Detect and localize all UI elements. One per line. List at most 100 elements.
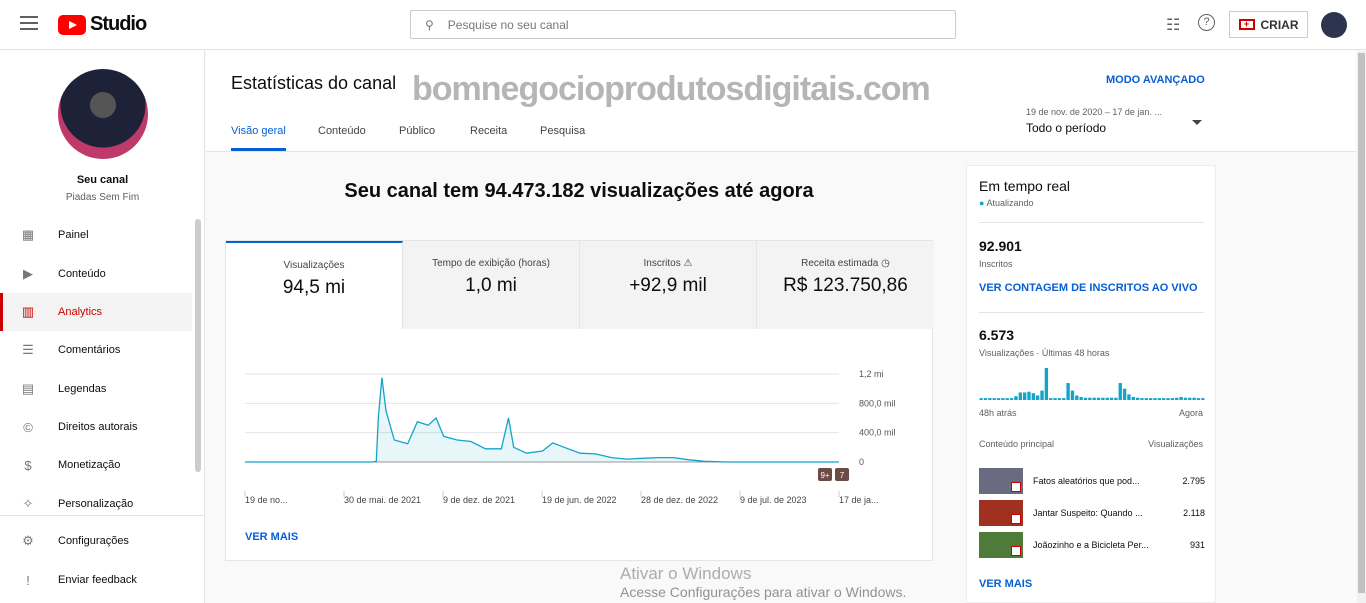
annotation-badge-label: 9+ xyxy=(820,471,829,480)
y-tick-label: 400,0 mil xyxy=(859,428,896,438)
y-tick-label: 1,2 mi xyxy=(859,369,884,379)
annotation-badge xyxy=(835,468,849,481)
annotation-badge xyxy=(818,468,832,481)
realtime-bar xyxy=(1135,397,1140,400)
video-thumbnail xyxy=(979,468,1023,494)
realtime-status: ● Atualizando xyxy=(979,198,1034,208)
list-item[interactable]: Fatos aleatórios que pod... 2.795 xyxy=(979,468,1205,494)
realtime-bar xyxy=(1083,397,1088,400)
tab-receita[interactable]: Receita xyxy=(470,125,508,137)
gear-icon: ⚙ xyxy=(22,533,34,548)
realtime-bar xyxy=(1096,397,1101,400)
realtime-bar xyxy=(1179,396,1183,400)
realtime-bar xyxy=(1122,388,1127,400)
realtime-bar xyxy=(1118,383,1122,400)
realtime-bar xyxy=(1031,393,1035,400)
sidebar-item-conteudo[interactable]: ▶ Conteúdo xyxy=(0,255,192,293)
realtime-bar xyxy=(1183,397,1188,400)
chevron-down-icon[interactable] xyxy=(1192,120,1202,125)
realtime-bar xyxy=(1157,398,1162,400)
live-count-link[interactable]: VER CONTAGEM DE INSCRITOS AO VIVO xyxy=(979,282,1198,294)
sidebar-item-monetizacao[interactable]: $ Monetização xyxy=(0,446,192,484)
x-tick-label: 19 de no... xyxy=(245,495,288,505)
realtime-bar xyxy=(1027,391,1031,400)
views-chart[interactable]: 0 400,0 mil 800,0 mil 1,2 mi 19 de no... 30 d… xyxy=(226,341,932,511)
channel-avatar[interactable] xyxy=(58,69,148,159)
realtime-see-more[interactable]: VER MAIS xyxy=(979,578,1033,590)
realtime-bar xyxy=(1188,397,1192,400)
subtitles-icon: ▤ xyxy=(21,381,35,396)
feedback-icon[interactable]: ☷ xyxy=(1166,17,1181,34)
realtime-title: Em tempo real xyxy=(979,178,1071,194)
page-scrollbar[interactable] xyxy=(1357,51,1366,603)
advanced-mode-button[interactable]: MODO AVANÇADO xyxy=(1106,74,1205,86)
search-icon: ⚲ xyxy=(425,17,434,32)
sidebar-item-painel[interactable]: ▦ Painel xyxy=(21,227,89,242)
date-range[interactable]: 19 de nov. de 2020 – 17 de jan. ... xyxy=(1026,107,1162,117)
studio-logo[interactable]: Studio xyxy=(58,13,147,36)
realtime-bar xyxy=(1018,392,1022,400)
tab-publico[interactable]: Público xyxy=(399,125,436,137)
metric-watch-time[interactable]: Tempo de exibição (horas) 1,0 mi xyxy=(403,241,580,329)
video-thumbnail xyxy=(979,500,1023,526)
sidebar-item-legendas[interactable]: ▤ Legendas xyxy=(21,381,107,396)
realtime-bar xyxy=(1144,398,1148,400)
sidebar: Seu canal Piadas Sem Fim ▦ Painel ▶ Conteú… xyxy=(0,51,205,603)
realtime-bar xyxy=(1140,398,1144,400)
realtime-bar xyxy=(1049,398,1053,400)
sidebar-item-configuracoes[interactable]: ⚙ Configurações xyxy=(0,522,192,560)
top-bar: Studio ⚲ Pesquise no seu canal ☷ ? + CRIAR xyxy=(0,0,1366,50)
metric-subscribers[interactable]: Inscritos ⚠ +92,9 mil xyxy=(580,241,757,329)
realtime-bar xyxy=(1066,383,1070,400)
list-item[interactable]: Joãozinho e a Bicicleta Per... 931 xyxy=(979,532,1205,558)
realtime-bar xyxy=(1009,398,1014,400)
realtime-bar xyxy=(996,398,1001,400)
metric-revenue[interactable]: Receita estimada ◷ R$ 123.750,86 xyxy=(757,241,934,329)
tab-conteudo[interactable]: Conteúdo xyxy=(318,125,366,137)
video-add-icon: + xyxy=(1238,19,1255,30)
create-button[interactable]: + CRIAR xyxy=(1229,11,1308,38)
period-select[interactable]: Todo o período xyxy=(1026,121,1107,135)
realtime-bar xyxy=(1170,398,1175,400)
sidebar-item-analytics[interactable]: ▥ Analytics xyxy=(0,293,192,331)
search-input[interactable]: ⚲ Pesquise no seu canal xyxy=(410,10,956,39)
divider xyxy=(979,222,1204,223)
realtime-bar xyxy=(1162,398,1166,400)
realtime-card: Em tempo real ● Atualizando 92.901 Inscr… xyxy=(966,165,1216,603)
realtime-bar xyxy=(1192,397,1196,400)
menu-icon[interactable] xyxy=(20,16,38,30)
comments-icon: ☰ xyxy=(22,342,34,357)
realtime-bar xyxy=(992,398,996,400)
realtime-bar xyxy=(1149,398,1153,400)
metric-views[interactable]: Visualizações 94,5 mi xyxy=(226,241,403,329)
realtime-bar xyxy=(1105,397,1109,400)
sidebar-item-feedback[interactable]: ! Enviar feedback xyxy=(0,561,192,599)
shorts-icon xyxy=(1011,482,1021,492)
tab-pesquisa[interactable]: Pesquisa xyxy=(540,125,586,137)
avatar[interactable] xyxy=(1321,12,1347,38)
sidebar-item-comentarios[interactable]: ☰ Comentários xyxy=(0,331,192,369)
realtime-bar xyxy=(1040,390,1044,400)
realtime-bar xyxy=(1196,398,1201,400)
realtime-bar xyxy=(979,398,983,400)
sidebar-item-direitos[interactable]: © Direitos autorais xyxy=(0,408,192,446)
page-header: Estatísticas do canal MODO AVANÇADO Visã… xyxy=(206,51,1356,152)
channel-name: Piadas Sem Fim xyxy=(65,192,140,203)
sidebar-item-personalizacao[interactable]: ✧ Personalização xyxy=(0,485,192,523)
content-icon: ▶ xyxy=(23,266,33,281)
sidebar-scrollbar[interactable] xyxy=(195,219,201,472)
shorts-icon xyxy=(1011,546,1021,556)
realtime-bar xyxy=(1036,395,1040,400)
status-dot-icon: ● xyxy=(979,198,987,208)
realtime-bar xyxy=(1109,397,1114,400)
list-item[interactable]: Jantar Suspeito: Quando ... 2.118 xyxy=(979,500,1205,526)
help-icon[interactable]: ? xyxy=(1198,14,1215,31)
shorts-icon xyxy=(1011,514,1021,524)
see-more-link[interactable]: VER MAIS xyxy=(245,531,299,543)
dollar-icon: $ xyxy=(24,457,32,473)
realtime-bar xyxy=(1092,397,1096,400)
realtime-bar xyxy=(1001,398,1005,400)
tab-visao-geral[interactable]: Visão geral xyxy=(231,125,286,151)
realtime-bar-chart[interactable] xyxy=(979,366,1205,402)
video-thumbnail xyxy=(979,532,1023,558)
